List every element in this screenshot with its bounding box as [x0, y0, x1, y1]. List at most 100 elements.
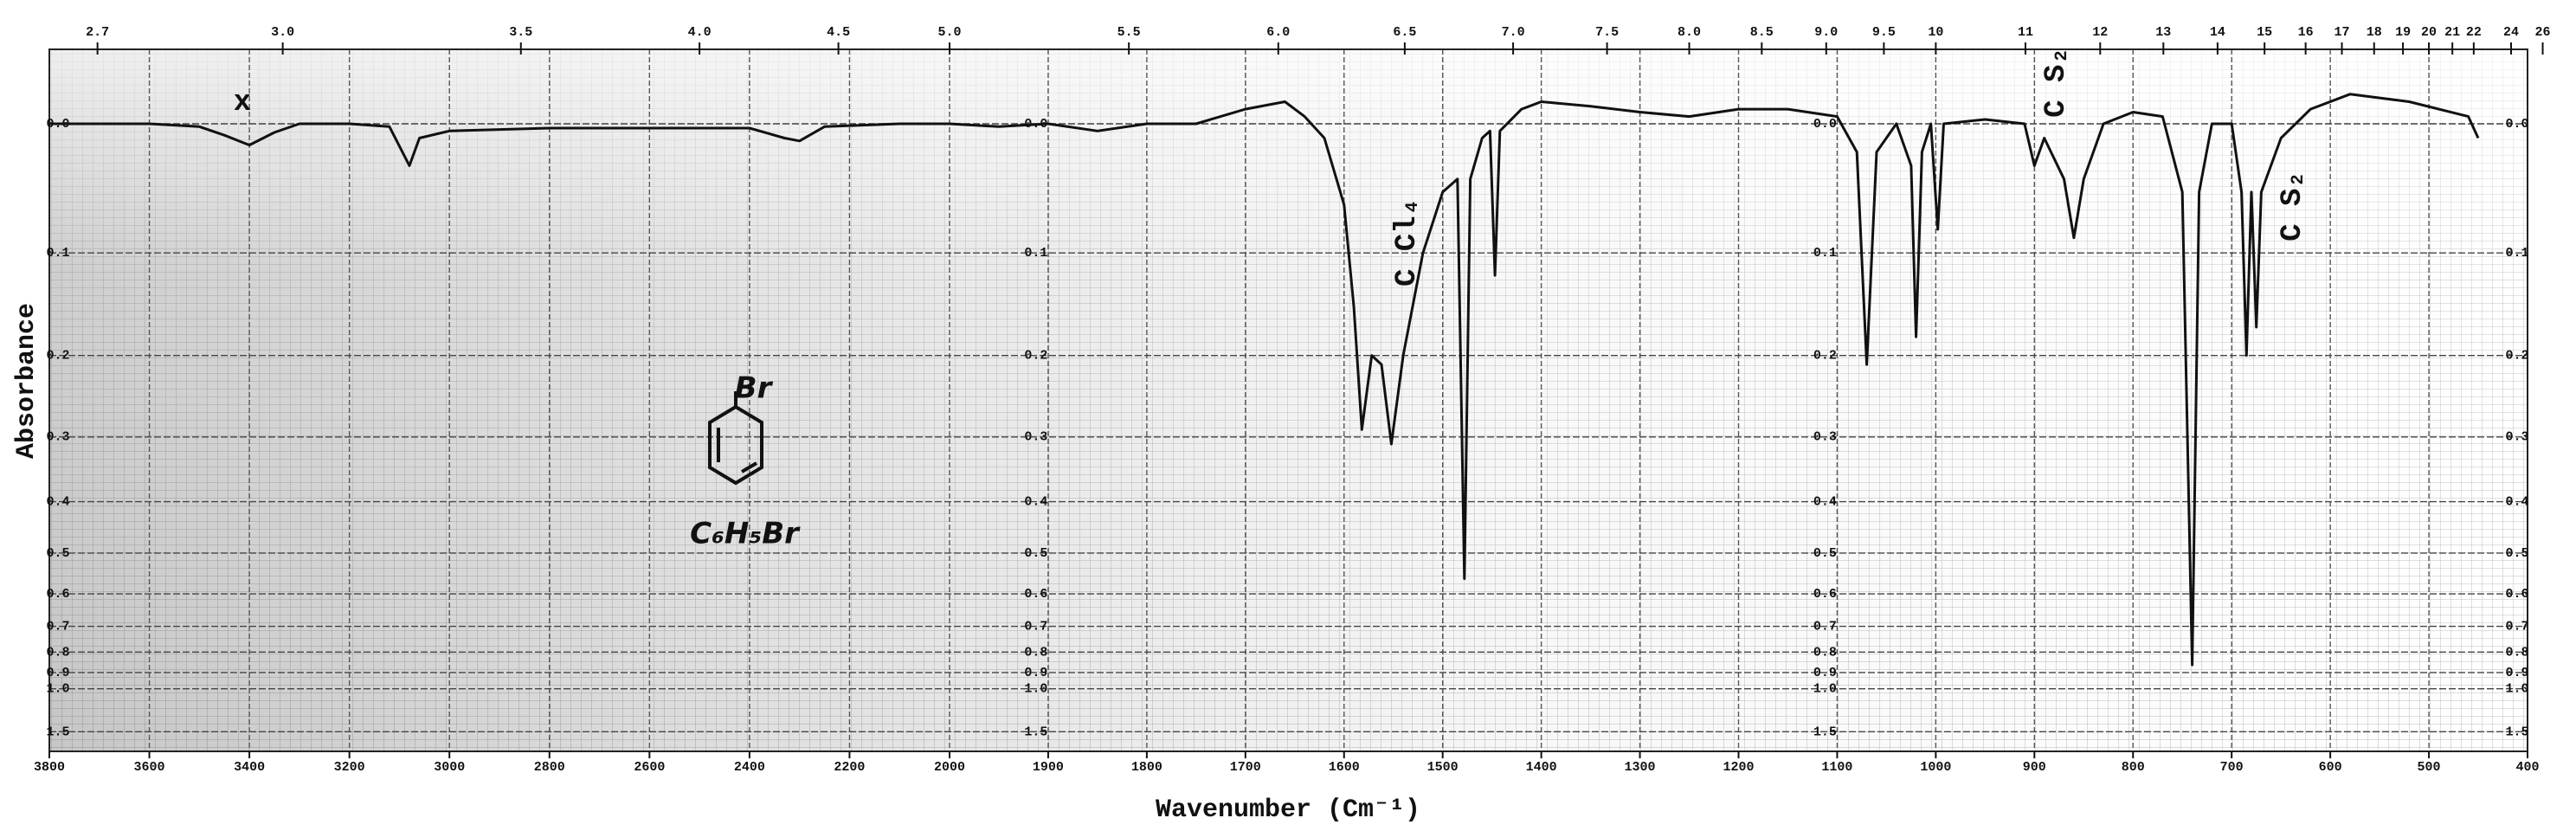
- x-tick-label: 3200: [334, 760, 365, 775]
- plot-frame: [48, 48, 2528, 752]
- y-tick-label: 0.2: [1024, 349, 1047, 364]
- y-tick-label: 0.4: [1024, 494, 1047, 509]
- y-tick-label: 0.2: [2505, 349, 2528, 364]
- y-tick-label: 0.2: [1813, 349, 1837, 364]
- annotation: C S₂: [2040, 47, 2073, 118]
- x-tick-label: 800: [2122, 760, 2145, 775]
- y-tick-label: 1.0: [1813, 682, 1837, 697]
- x2-tick-label: 3.0: [271, 25, 294, 40]
- x-tick-label: 700: [2220, 760, 2244, 775]
- y-tick-label: 1.0: [46, 682, 69, 697]
- y-tick-label: 0.8: [1813, 645, 1837, 660]
- y-tick-label: 0.1: [1024, 246, 1047, 261]
- y-tick-label: 0.3: [1813, 430, 1837, 445]
- y-tick-label: 0.8: [46, 645, 69, 660]
- x2-tick-label: 8.0: [1678, 25, 1701, 40]
- x2-tick-label: 17: [2334, 25, 2350, 40]
- y-tick-label: 0.7: [1813, 620, 1837, 635]
- x-tick-label: 2000: [934, 760, 965, 775]
- x-tick-label: 900: [2023, 760, 2046, 775]
- x2-tick-label: 13: [2155, 25, 2171, 40]
- x2-tick-label: 16: [2298, 25, 2314, 40]
- x-tick-label: 1800: [1131, 760, 1162, 775]
- x2-tick-label: 5.5: [1117, 25, 1141, 40]
- annotation: C S₂: [2277, 171, 2309, 242]
- x2-tick-label: 15: [2257, 25, 2272, 40]
- y-tick-label: 0.0: [1813, 117, 1837, 132]
- y-tick-label: 0.5: [1813, 546, 1837, 561]
- x2-tick-label: 10: [1928, 25, 1943, 40]
- x-tick-label: 1400: [1526, 760, 1557, 775]
- y-tick-label: 0.7: [46, 620, 69, 635]
- x2-tick-label: 20: [2421, 25, 2437, 40]
- x2-tick-label: 12: [2092, 25, 2108, 40]
- y-tick-label: 0.6: [46, 587, 69, 602]
- x-tick-label: 3600: [134, 760, 165, 775]
- x-tick-label: 1100: [1821, 760, 1852, 775]
- x2-tick-label: 26: [2535, 25, 2551, 40]
- x-tick-label: 2800: [534, 760, 565, 775]
- x-tick-label: 1600: [1329, 760, 1360, 775]
- x-tick-label: 3400: [234, 760, 265, 775]
- x-tick-label: 2600: [634, 760, 665, 775]
- x2-tick-label: 9.0: [1814, 25, 1838, 40]
- y-tick-label: 0.9: [2505, 666, 2528, 680]
- x-tick-label: 400: [2515, 760, 2539, 775]
- x-tick-label: 1300: [1625, 760, 1656, 775]
- x2-tick-label: 21: [2444, 25, 2460, 40]
- x2-tick-label: 2.7: [86, 25, 109, 40]
- x2-tick-label: 5.0: [937, 25, 961, 40]
- x2-tick-label: 22: [2466, 25, 2482, 40]
- y-tick-label: 0.3: [2505, 430, 2528, 445]
- x2-tick-label: 4.0: [688, 25, 712, 40]
- x-tick-label: 1500: [1427, 760, 1459, 775]
- x-tick-label: 2400: [734, 760, 765, 775]
- y-tick-label: 1.0: [2505, 682, 2528, 697]
- y-tick-label: 0.5: [46, 546, 69, 561]
- x-tick-label: 500: [2418, 760, 2441, 775]
- y-tick-label: 0.3: [1024, 430, 1047, 445]
- y-tick-label: 0.2: [46, 349, 69, 364]
- x-tick-label: 2200: [834, 760, 865, 775]
- x-tick-label: 1000: [1920, 760, 1951, 775]
- x-tick-label: 600: [2319, 760, 2342, 775]
- y-tick-label: 0.9: [1813, 666, 1837, 680]
- y-tick-label: 1.5: [1813, 725, 1837, 739]
- x-tick-label: 1900: [1033, 760, 1064, 775]
- y-tick-label: 0.9: [46, 666, 69, 680]
- x2-tick-label: 11: [2018, 25, 2033, 40]
- y-tick-label: 0.1: [46, 246, 69, 261]
- x2-tick-label: 24: [2503, 25, 2519, 40]
- y-tick-label: 0.1: [1813, 246, 1837, 261]
- y-tick-label: 0.6: [1024, 587, 1047, 602]
- y-tick-label: 0.6: [1813, 587, 1837, 602]
- y-tick-label: 0.1: [2505, 246, 2528, 261]
- x2-tick-label: 8.5: [1750, 25, 1774, 40]
- y-tick-label: 1.5: [46, 725, 69, 739]
- y-tick-label: 0.7: [2505, 620, 2528, 635]
- x2-tick-label: 4.5: [827, 25, 850, 40]
- x2-tick-label: 6.5: [1393, 25, 1416, 40]
- y-tick-label: 0.0: [2505, 117, 2528, 132]
- y-tick-label: 0.3: [46, 430, 69, 445]
- x-tick-label: 1200: [1723, 760, 1754, 775]
- x2-tick-label: 6.0: [1266, 25, 1290, 40]
- structure-sketch: [708, 391, 763, 486]
- x2-tick-label: 7.0: [1502, 25, 1525, 40]
- annotation: C Cl₄: [1391, 198, 1424, 287]
- y-tick-label: 0.5: [2505, 546, 2528, 561]
- y-tick-label: 0.8: [2505, 645, 2528, 660]
- x2-tick-label: 18: [2367, 25, 2382, 40]
- x2-tick-label: 3.5: [509, 25, 532, 40]
- y-tick-label: 0.9: [1024, 666, 1047, 680]
- y-tick-label: 0.4: [1813, 494, 1837, 509]
- y-tick-label: 0.6: [2505, 587, 2528, 602]
- annotation: x: [234, 87, 251, 119]
- y-tick-label: 1.5: [1024, 725, 1047, 739]
- y-tick-label: 0.8: [1024, 645, 1047, 660]
- y-tick-label: 1.0: [1024, 682, 1047, 697]
- paper-light: [49, 49, 2528, 751]
- y-tick-label: 0.5: [1024, 546, 1047, 561]
- x-axis-title: Wavenumber (Cm⁻¹): [1156, 796, 1420, 825]
